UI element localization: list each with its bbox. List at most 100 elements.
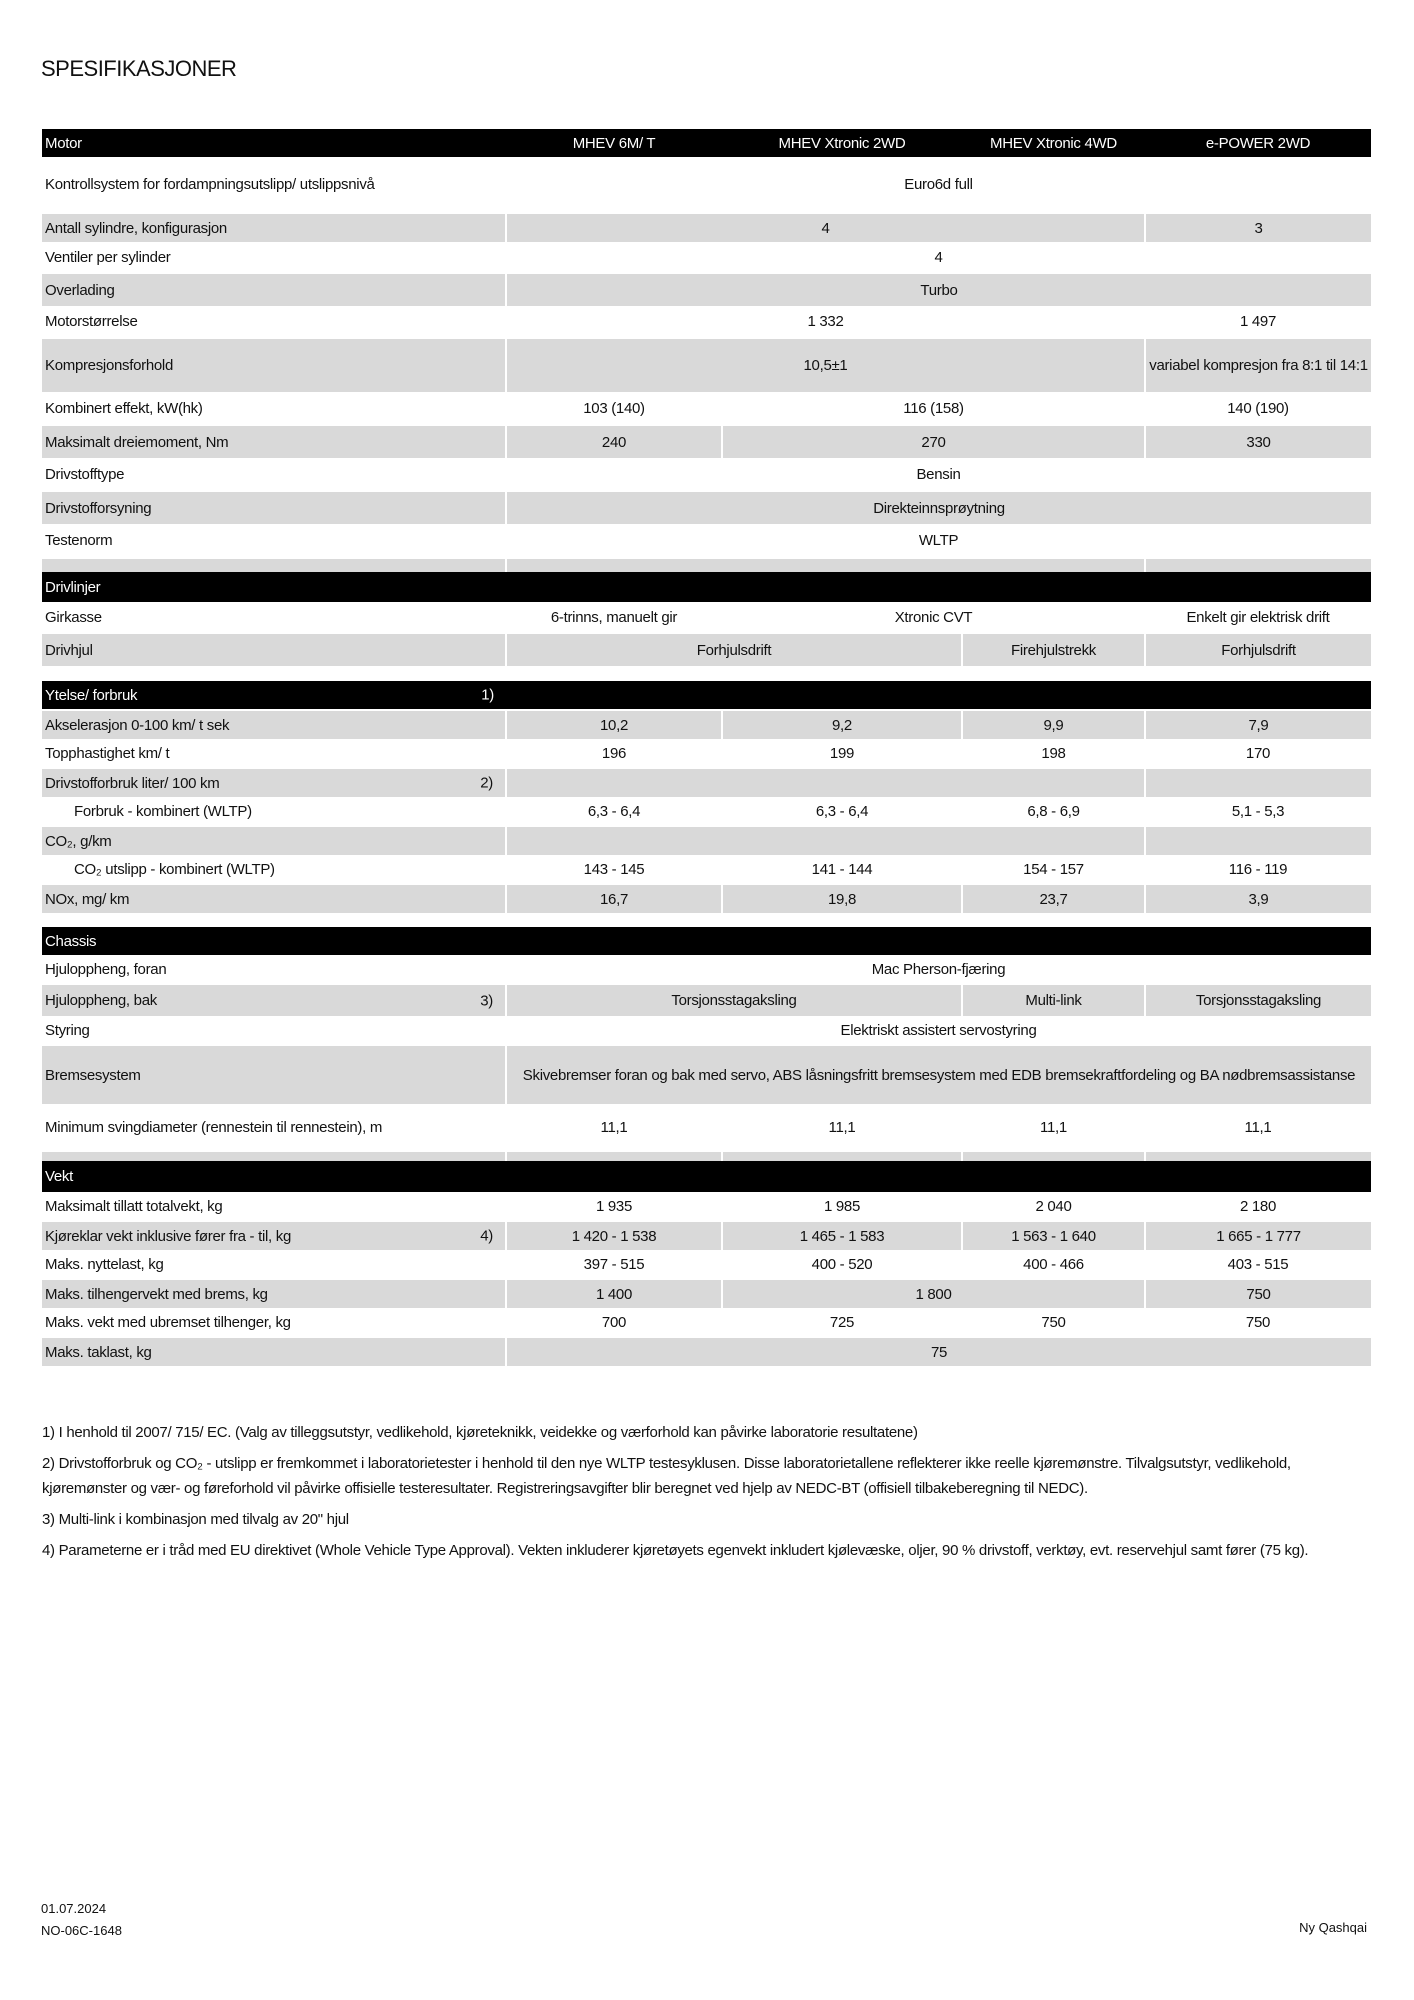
row-label-text: CO₂ utslipp - kombinert (WLTP) [74, 860, 275, 878]
table-cell [506, 767, 1146, 797]
table-row: NOx, mg/ km 16,7 19,8 23,7 3,9 [42, 883, 1371, 913]
table-row: Kontrollsystem for fordampningsutslipp/ … [42, 157, 1371, 213]
table-row: Antall sylindre, konfigurasjon 4 3 [42, 212, 1371, 242]
table-cell: 116 (158) [903, 399, 964, 417]
section-header-row: Ytelse/ forbruk 1) [42, 681, 1371, 710]
row-label-text: Kontrollsystem for fordampningsutslipp/ … [45, 176, 375, 193]
table-row: Testenorm WLTP [42, 524, 1371, 558]
table-cell: variabel kompresjon fra 8:1 til 14:1 [1145, 337, 1371, 392]
footer-code: NO-06C-1648 [41, 1923, 122, 1938]
footnote-ref: 2) [480, 774, 493, 792]
table-cell: 103 (140) [583, 399, 645, 417]
table-cell: 7,9 [1145, 709, 1371, 739]
table-row: Maks. vekt med ubremset tilhenger, kg 700… [42, 1308, 1371, 1337]
table-cell: 143 - 145 [583, 860, 645, 878]
table-row: Topphastighet km/ t 196 199 198 170 [42, 739, 1371, 768]
table-cell: Torsjonsstagaksling [506, 983, 963, 1016]
table-row: Minimum svingdiameter (rennestein til re… [42, 1104, 1371, 1151]
row-label: CO₂ utslipp - kombinert (WLTP) [42, 855, 506, 884]
table-cell: WLTP [918, 532, 959, 549]
column-header [506, 572, 1371, 602]
table-row [42, 913, 1371, 927]
row-label: Akselerasjon 0-100 km/ t sek [42, 709, 507, 739]
table-cell: Direkteinnsprøytning [506, 490, 1371, 524]
table-cell [506, 825, 1146, 855]
table-cell [506, 1150, 723, 1161]
row-label: Ytelse/ forbruk 1) [42, 681, 506, 710]
row-label: Hjuloppheng, bak 3) [42, 983, 507, 1016]
table-cell: 1 400 [506, 1278, 723, 1308]
table-cell: 196 [601, 744, 627, 762]
row-label-text: Testenorm [45, 532, 113, 549]
table-cell: Euro6d full [904, 176, 973, 193]
table-cell: 3,9 [1145, 883, 1371, 913]
row-label: Styring [42, 1016, 506, 1045]
table-cell [1145, 767, 1371, 797]
row-label-text: Maksimalt dreiemoment, Nm [45, 433, 229, 451]
column-header [506, 927, 1371, 955]
table-row: Maksimalt tillatt totalvekt, kg 1 935 1 98… [42, 1192, 1371, 1221]
row-label-text: CO₂, g/km [45, 832, 112, 850]
row-label-text: Akselerasjon 0-100 km/ t sek [45, 716, 230, 734]
table-row: Bremsesystem Skivebremser foran og bak me… [42, 1044, 1371, 1104]
table-cell: 199 [829, 744, 855, 762]
table-cell: 1 465 - 1 583 [722, 1220, 963, 1250]
row-label: Topphastighet km/ t [42, 739, 506, 768]
table-row: Maks. tilhengervekt med brems, kg 1 400 1 … [42, 1278, 1371, 1308]
table-row: Ventiler per sylinder 4 [42, 242, 1371, 273]
row-label: Maks. nyttelast, kg [42, 1250, 506, 1279]
table-cell: 2 180 [1239, 1197, 1277, 1215]
table-cell: 5,1 - 5,3 [1231, 802, 1285, 820]
table-cell: Enkelt gir elektrisk drift [1186, 608, 1330, 626]
table-row: Maks. taklast, kg 75 [42, 1336, 1371, 1366]
row-label-text: Kombinert effekt, kW(hk) [45, 399, 203, 417]
row-label: Maks. taklast, kg [42, 1336, 507, 1366]
table-cell [506, 557, 1146, 572]
table-cell: Elektriskt assistert servostyring [840, 1021, 1037, 1039]
row-label: Drivstofforsyning [42, 490, 507, 524]
column-header: e-POWER 2WD [1145, 129, 1371, 157]
table-cell: 750 [1145, 1278, 1371, 1308]
table-row: Girkasse 6-trinns, manuelt gir Xtronic CVT… [42, 602, 1371, 633]
table-cell: 19,8 [722, 883, 963, 913]
table-cell: Turbo [506, 272, 1371, 306]
row-label-text: Vekt [45, 1168, 73, 1185]
row-label: Drivstofftype [42, 458, 506, 491]
row-label [42, 666, 506, 681]
table-cell: 141 - 144 [811, 860, 873, 878]
table-row: Forbruk - kombinert (WLTP) 6,3 - 6,4 6,3 -… [42, 797, 1371, 826]
table-cell: 11,1 [1040, 1118, 1067, 1136]
table-cell: 198 [1041, 744, 1066, 762]
table-cell: 3 [1145, 212, 1371, 242]
table-cell: 2 040 [1035, 1197, 1072, 1215]
table-cell [1145, 1150, 1371, 1161]
row-label: Vekt [42, 1161, 506, 1192]
row-label: Ventiler per sylinder [42, 242, 506, 273]
table-cell [722, 1150, 963, 1161]
table-cell: 403 - 515 [1227, 1255, 1289, 1273]
row-label-text: Forbruk - kombinert (WLTP) [74, 802, 252, 820]
table-cell: 1 563 - 1 640 [962, 1220, 1146, 1250]
row-label: Maks. tilhengervekt med brems, kg [42, 1278, 507, 1308]
column-header: MHEV Xtronic 2WD [722, 129, 962, 157]
row-label-text: Bremsesystem [45, 1066, 141, 1084]
row-label-text: Minimum svingdiameter (rennestein til re… [45, 1118, 383, 1136]
page-title: SPESIFIKASJONER [41, 56, 237, 81]
table-row: Hjuloppheng, foran Mac Pherson-fjæring [42, 955, 1371, 984]
row-label-text: Styring [45, 1021, 90, 1039]
table-cell: 154 - 157 [1023, 860, 1084, 878]
table-cell: 1 497 [1239, 313, 1277, 330]
table-row [42, 557, 1371, 572]
column-header: MHEV Xtronic 4WD [962, 129, 1145, 157]
row-label-text: Chassis [45, 932, 97, 950]
table-row: Drivstofforsyning Direkteinnsprøytning [42, 490, 1371, 524]
row-label: Overlading [42, 272, 507, 306]
table-row: CO₂, g/km [42, 825, 1371, 855]
table-cell: 140 (190) [1227, 399, 1289, 417]
row-label-text: Maks. nyttelast, kg [45, 1255, 164, 1273]
row-label: CO₂, g/km [42, 825, 507, 855]
row-label-text: Drivstofforbruk liter/ 100 km [45, 774, 220, 792]
table-cell: 397 - 515 [583, 1255, 645, 1273]
column-header [506, 1161, 1371, 1192]
section-header-row: Vekt [42, 1161, 1371, 1192]
